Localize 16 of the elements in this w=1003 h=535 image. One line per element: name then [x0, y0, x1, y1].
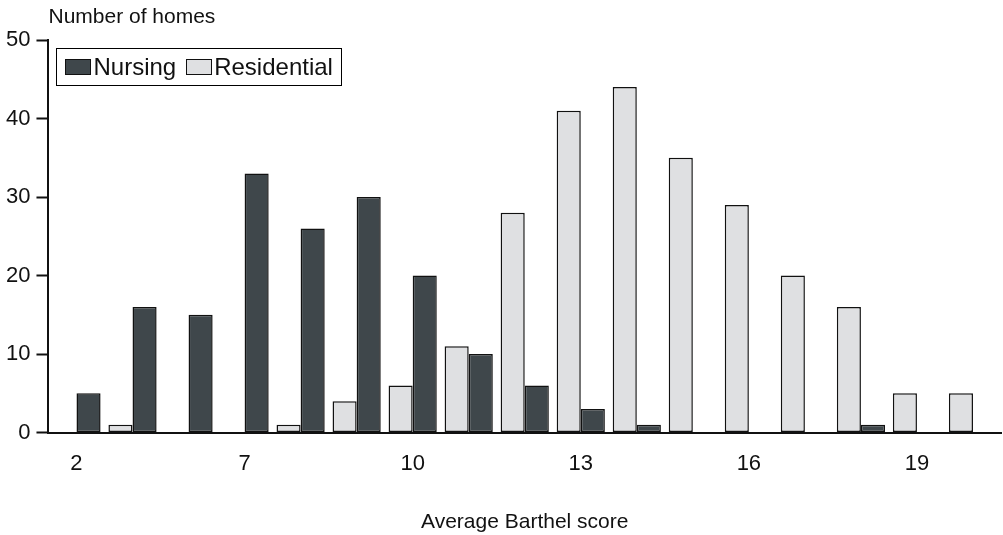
- x-tick-label: 10: [400, 449, 425, 475]
- y-tick-label: 0: [18, 418, 31, 444]
- y-tick-label: 40: [5, 104, 31, 130]
- x-axis-title: Average Barthel score: [421, 509, 629, 533]
- y-axis-title: Number of homes: [48, 4, 216, 28]
- legend-label: Residential: [214, 53, 333, 81]
- y-tick-label: 50: [5, 26, 31, 52]
- legend-label: Nursing: [93, 53, 177, 81]
- x-tick-label: 13: [568, 449, 594, 475]
- y-tick-label: 30: [5, 183, 31, 209]
- y-tick-label: 10: [5, 340, 31, 366]
- x-tick-label: 19: [904, 449, 930, 475]
- x-tick-label: 7: [238, 449, 251, 475]
- x-tick-label: 2: [70, 449, 83, 475]
- y-tick-label: 20: [5, 261, 31, 287]
- x-tick-label: 16: [736, 449, 762, 475]
